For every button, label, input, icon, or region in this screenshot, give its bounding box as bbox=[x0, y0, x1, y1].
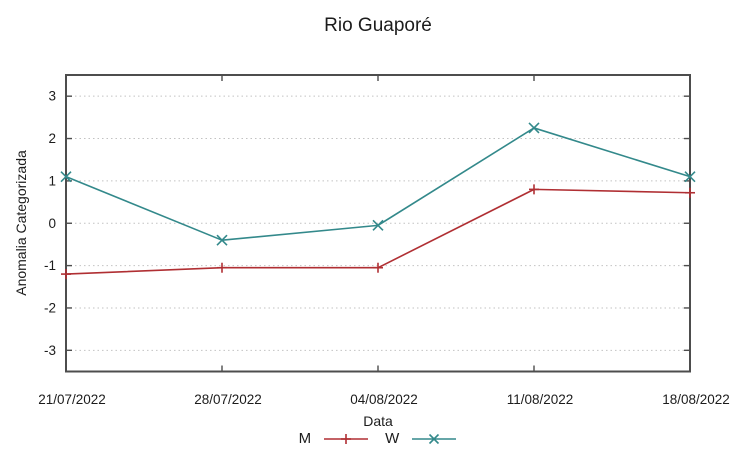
legend-label-m: M bbox=[298, 430, 312, 447]
y-tick-label: 3 bbox=[48, 89, 56, 104]
legend-label-w: W bbox=[385, 430, 400, 447]
x-axis-label: Data bbox=[363, 413, 393, 429]
x-tick-label: 04/08/2022 bbox=[350, 392, 418, 407]
y-tick-label: 0 bbox=[48, 216, 56, 231]
y-tick-label: 2 bbox=[48, 131, 56, 146]
cross-marker bbox=[528, 122, 540, 134]
legend: M W bbox=[66, 430, 690, 448]
plus-marker bbox=[529, 184, 539, 195]
y-tick-label: 1 bbox=[48, 173, 56, 188]
chart-title: Rio Guaporé bbox=[324, 15, 432, 36]
plus-marker bbox=[685, 187, 695, 198]
y-tick-label: -2 bbox=[44, 300, 56, 315]
x-tick-label: 18/08/2022 bbox=[662, 392, 730, 407]
plus-marker bbox=[61, 269, 71, 280]
legend-sample-m-line bbox=[324, 434, 369, 444]
cross-marker bbox=[216, 234, 228, 246]
legend-sample-w-line bbox=[412, 433, 457, 445]
series-w bbox=[60, 122, 696, 246]
plus-marker bbox=[217, 262, 227, 273]
x-tick-label: 11/08/2022 bbox=[507, 392, 574, 407]
x-tick-label: 21/07/2022 bbox=[38, 392, 106, 407]
cross-marker bbox=[684, 171, 696, 183]
y-tick-label: -3 bbox=[44, 343, 56, 358]
cross-marker bbox=[372, 219, 384, 231]
series-m bbox=[61, 184, 695, 280]
cross-marker bbox=[60, 171, 72, 183]
plus-marker bbox=[373, 262, 383, 273]
series-line bbox=[65, 188, 691, 275]
y-tick-label: -1 bbox=[44, 258, 56, 273]
x-tick-label: 28/07/2022 bbox=[194, 392, 262, 407]
